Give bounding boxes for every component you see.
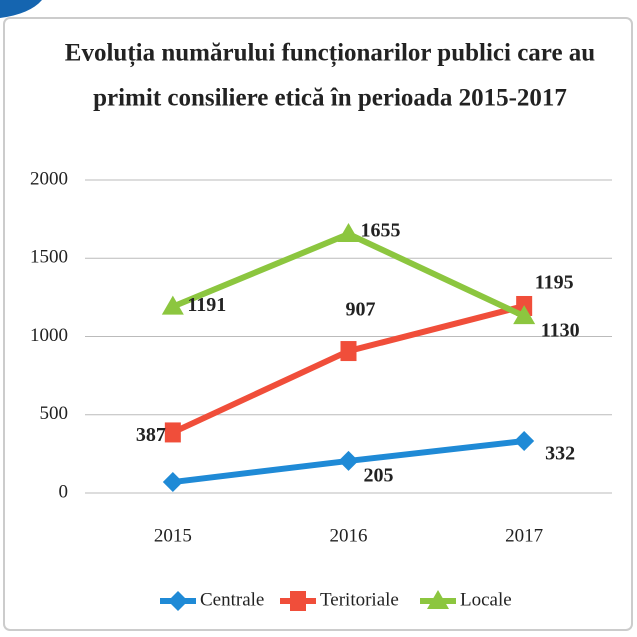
point-marker <box>162 472 183 493</box>
point-marker <box>513 305 536 325</box>
point-marker <box>514 431 535 452</box>
corner-tab <box>0 0 42 18</box>
y-tick-label: 1500 <box>30 247 68 268</box>
value-label: 387 <box>136 424 166 446</box>
legend-marker <box>168 591 188 611</box>
point-marker <box>161 295 184 315</box>
value-label: 1130 <box>541 320 580 342</box>
legend-marker <box>427 590 449 609</box>
chart-title: Evoluția numărului funcționarilor public… <box>65 40 595 68</box>
x-tick-label: 2017 <box>505 525 543 546</box>
legend-label: Teritoriale <box>320 589 399 610</box>
legend-label: Locale <box>460 589 512 610</box>
point-marker <box>338 450 359 471</box>
value-label: 205 <box>364 465 394 487</box>
legend-label: Centrale <box>200 589 264 610</box>
y-tick-label: 2000 <box>30 168 68 189</box>
y-tick-label: 1000 <box>30 325 68 346</box>
value-label: 1195 <box>535 272 574 294</box>
point-marker <box>164 422 181 443</box>
value-label: 1191 <box>187 294 226 316</box>
y-tick-label: 0 <box>59 481 69 502</box>
legend-marker <box>290 591 306 611</box>
value-label: 1655 <box>361 220 401 242</box>
value-label: 907 <box>346 299 376 321</box>
point-marker <box>340 341 357 362</box>
point-marker <box>337 222 360 242</box>
chart-title: primit consiliere etică în perioada 2015… <box>93 85 567 112</box>
value-label: 332 <box>545 443 575 465</box>
x-tick-label: 2016 <box>330 525 368 546</box>
y-tick-label: 500 <box>40 403 69 424</box>
frame <box>3 17 633 631</box>
x-tick-label: 2015 <box>154 525 192 546</box>
